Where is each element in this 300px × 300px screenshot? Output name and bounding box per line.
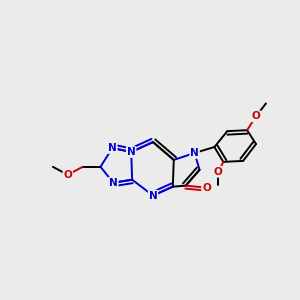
Text: O: O <box>63 170 72 180</box>
Text: O: O <box>252 111 260 121</box>
Text: N: N <box>109 178 118 188</box>
Text: N: N <box>148 190 157 201</box>
Text: O: O <box>202 183 211 193</box>
Text: N: N <box>108 143 117 153</box>
Text: O: O <box>214 167 223 177</box>
Text: N: N <box>190 148 199 158</box>
Text: N: N <box>127 147 136 157</box>
